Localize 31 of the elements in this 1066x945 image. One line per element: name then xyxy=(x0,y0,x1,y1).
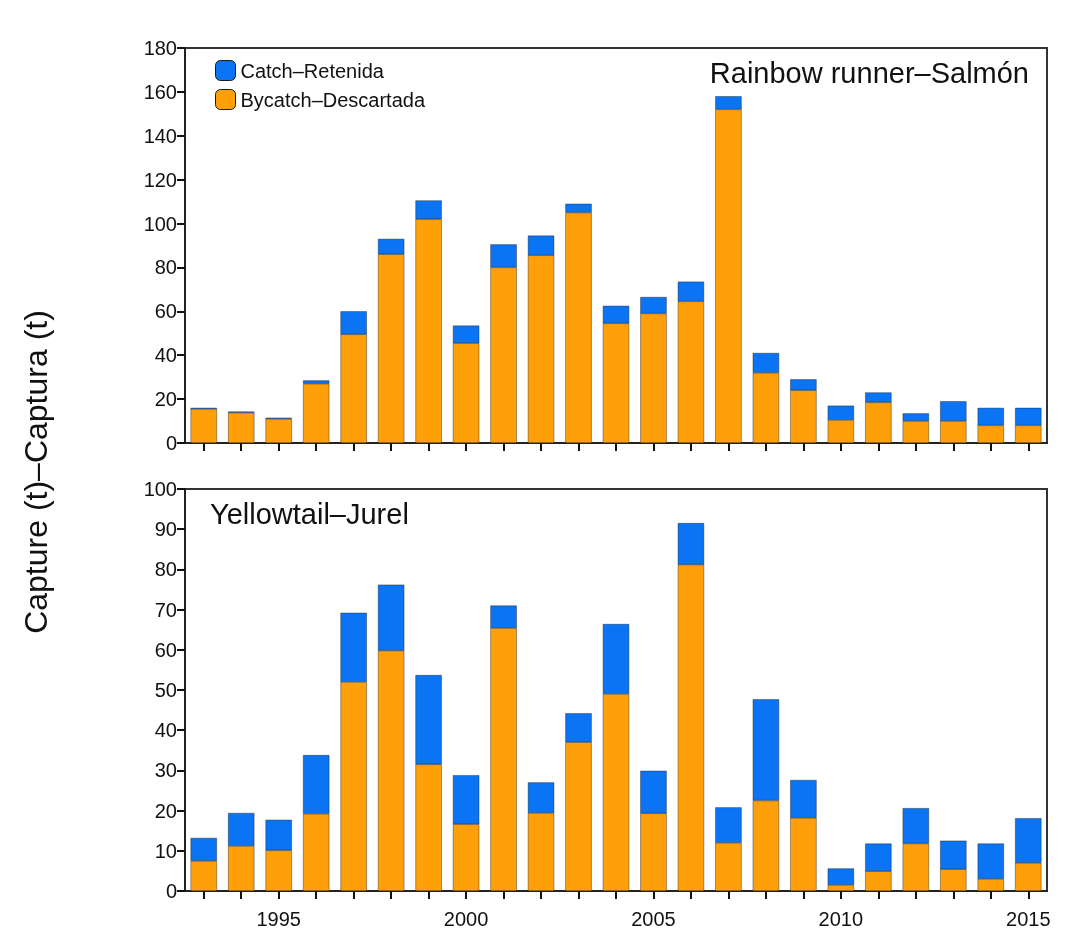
y-tick-label: 20 xyxy=(154,388,177,411)
y-tick-label: 80 xyxy=(154,256,177,279)
y-tick-label: 60 xyxy=(154,638,177,661)
y-tick-label: 50 xyxy=(154,679,177,701)
y-tick-label: 160 xyxy=(143,80,177,103)
legend-label: Catch–Retenida xyxy=(240,59,385,82)
y-tick-label: 60 xyxy=(154,300,177,323)
y-tick-label: 180 xyxy=(143,37,177,59)
x-tick-label: 2010 xyxy=(818,908,864,930)
y-tick-label: 100 xyxy=(143,478,177,500)
y-tick-label: 140 xyxy=(143,124,177,147)
y-tick-label: 40 xyxy=(154,344,177,367)
y-tick-label: 40 xyxy=(154,719,177,742)
chart-title: Yellowtail–Jurel xyxy=(210,497,409,530)
y-axis-title: Capture (t)–Captura (t) xyxy=(17,310,55,634)
y-tick-label: 80 xyxy=(154,558,177,581)
y-tick-label: 70 xyxy=(154,598,177,621)
x-tick-label: 2000 xyxy=(443,908,489,930)
y-tick-label: 20 xyxy=(154,799,177,822)
y-tick-label: 120 xyxy=(143,168,177,191)
x-tick-label: 1995 xyxy=(256,908,301,930)
x-tick-label: 2015 xyxy=(1006,908,1051,930)
chart-title: Rainbow runner–Salmón xyxy=(709,56,1029,89)
x-tick-label: 2005 xyxy=(631,908,676,930)
y-tick-label: 0 xyxy=(165,880,177,902)
y-tick-label: 30 xyxy=(154,759,177,782)
y-tick-label: 10 xyxy=(154,839,177,862)
y-tick-label: 100 xyxy=(143,212,177,235)
y-tick-label: 0 xyxy=(165,432,177,454)
y-tick-label: 90 xyxy=(154,518,177,541)
legend-label: Bycatch–Descartada xyxy=(240,88,426,111)
